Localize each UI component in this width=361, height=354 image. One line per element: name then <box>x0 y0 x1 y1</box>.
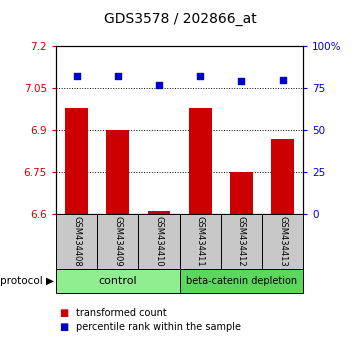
Text: GDS3578 / 202866_at: GDS3578 / 202866_at <box>104 12 257 27</box>
Text: control: control <box>99 276 137 286</box>
Text: GSM434408: GSM434408 <box>72 216 81 267</box>
Bar <box>148 211 170 214</box>
Text: beta-catenin depletion: beta-catenin depletion <box>186 276 297 286</box>
Text: percentile rank within the sample: percentile rank within the sample <box>76 322 241 332</box>
Point <box>74 73 79 79</box>
Text: GSM434412: GSM434412 <box>237 216 246 267</box>
Bar <box>65 108 88 214</box>
Point <box>239 79 244 84</box>
Text: ■: ■ <box>60 308 69 318</box>
Point <box>115 73 121 79</box>
Text: GSM434410: GSM434410 <box>155 216 164 267</box>
Text: GSM434411: GSM434411 <box>196 216 205 267</box>
Text: protocol ▶: protocol ▶ <box>0 276 54 286</box>
Point <box>280 77 286 82</box>
Bar <box>106 130 129 214</box>
Point <box>156 82 162 87</box>
Text: GSM434413: GSM434413 <box>278 216 287 267</box>
Text: ■: ■ <box>60 322 69 332</box>
Bar <box>271 138 294 214</box>
Point <box>197 73 203 79</box>
Text: GSM434409: GSM434409 <box>113 216 122 267</box>
Bar <box>230 172 253 214</box>
Text: transformed count: transformed count <box>76 308 166 318</box>
Bar <box>189 108 212 214</box>
